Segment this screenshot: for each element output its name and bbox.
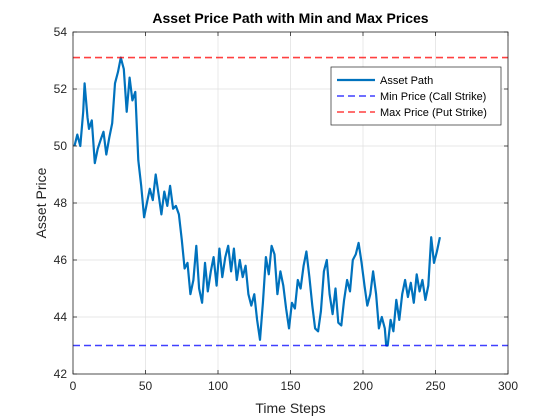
y-tick-label: 46 bbox=[54, 253, 68, 267]
y-tick-label: 48 bbox=[54, 196, 68, 210]
legend-label: Asset Path bbox=[380, 75, 433, 87]
x-tick-label: 300 bbox=[498, 379, 518, 393]
legend-label: Min Price (Call Strike) bbox=[380, 91, 486, 103]
legend-label: Max Price (Put Strike) bbox=[380, 107, 487, 119]
y-axis-label: Asset Price bbox=[33, 167, 49, 238]
x-axis-label: Time Steps bbox=[255, 400, 325, 416]
x-tick-label: 0 bbox=[70, 379, 77, 393]
y-tick-label: 42 bbox=[54, 367, 68, 381]
series-line-0 bbox=[73, 56, 441, 347]
y-tick-label: 52 bbox=[54, 82, 68, 96]
x-tick-label: 200 bbox=[353, 379, 373, 393]
legend: Asset Path Min Price (Call Strike) Max Pri… bbox=[330, 66, 502, 126]
chart-title: Asset Price Path with Min and Max Prices bbox=[152, 10, 428, 26]
y-tick-label: 54 bbox=[54, 25, 68, 39]
ticks: 0 50 100 150 200 250 300 42 44 46 48 50 52 54 bbox=[54, 25, 519, 393]
x-tick-label: 150 bbox=[280, 379, 300, 393]
y-tick-label: 50 bbox=[54, 139, 68, 153]
series-lines bbox=[73, 56, 508, 347]
x-tick-label: 250 bbox=[425, 379, 445, 393]
x-tick-label: 50 bbox=[139, 379, 153, 393]
y-tick-label: 44 bbox=[54, 310, 68, 324]
x-tick-label: 100 bbox=[208, 379, 228, 393]
